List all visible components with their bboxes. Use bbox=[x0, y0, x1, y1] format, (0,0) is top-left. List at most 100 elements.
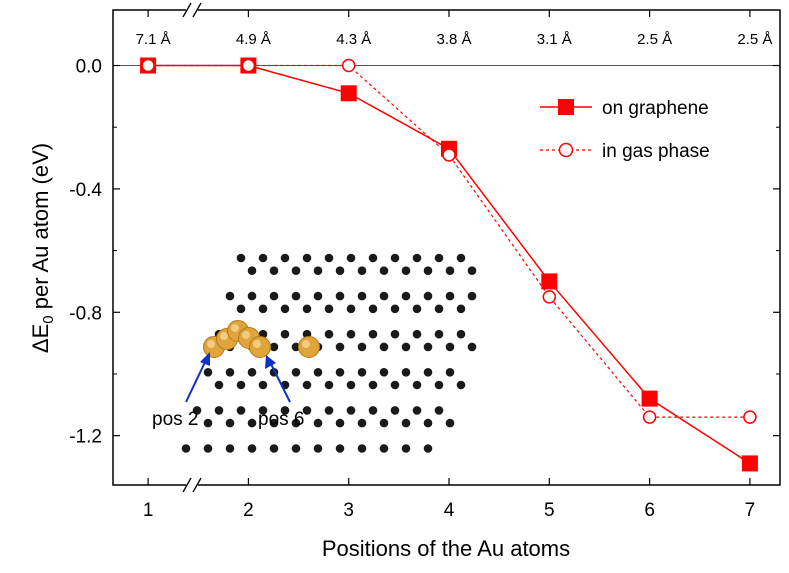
y-tick-label: -1.2 bbox=[69, 427, 102, 448]
carbon-atom bbox=[324, 304, 334, 314]
carbon-atom bbox=[269, 291, 279, 301]
point-in-gas-phase bbox=[743, 410, 757, 424]
top-axis-label: 3.8 Å bbox=[436, 31, 471, 48]
carbon-atom bbox=[434, 406, 444, 415]
carbon-atom bbox=[302, 380, 312, 390]
carbon-atom bbox=[456, 329, 466, 339]
top-axis-label: 3.1 Å bbox=[537, 31, 572, 48]
carbon-atom bbox=[357, 342, 367, 352]
point-in-gas-phase bbox=[141, 58, 155, 73]
carbon-atom bbox=[456, 253, 466, 263]
carbon-atom bbox=[412, 329, 422, 339]
carbon-atom bbox=[258, 380, 268, 390]
carbon-atom bbox=[357, 291, 367, 301]
carbon-atom bbox=[423, 291, 433, 301]
carbon-atom bbox=[335, 266, 345, 276]
plot-frame bbox=[112, 9, 781, 486]
carbon-atom bbox=[423, 368, 433, 377]
carbon-atom bbox=[357, 266, 367, 276]
carbon-atom bbox=[269, 444, 279, 453]
carbon-atom bbox=[280, 253, 290, 263]
y-axis-title-rest: per Au atom (eV) bbox=[28, 143, 53, 315]
carbon-atom bbox=[357, 444, 367, 453]
legend-marker-in-gas-phase bbox=[558, 142, 574, 158]
carbon-atom bbox=[467, 342, 477, 352]
carbon-atom bbox=[368, 253, 378, 263]
au-atom-highlight bbox=[207, 340, 215, 348]
carbon-atom bbox=[192, 406, 202, 415]
carbon-atom bbox=[247, 368, 257, 377]
carbon-atom bbox=[368, 380, 378, 390]
point-on-graphene bbox=[641, 390, 658, 407]
carbon-atom bbox=[225, 291, 235, 301]
carbon-atom bbox=[302, 406, 312, 415]
y-axis-title-main: ΔE bbox=[28, 324, 53, 353]
carbon-atom bbox=[390, 406, 400, 415]
carbon-atom bbox=[324, 380, 334, 390]
point-in-gas-phase bbox=[442, 148, 456, 162]
carbon-atom bbox=[434, 380, 444, 390]
x-tick-label: 4 bbox=[444, 500, 455, 521]
point-in-gas-phase bbox=[341, 58, 356, 73]
inset-graphene-lattice bbox=[181, 253, 477, 453]
carbon-atom bbox=[313, 291, 323, 301]
carbon-atom bbox=[456, 380, 466, 390]
carbon-atom bbox=[379, 418, 389, 428]
carbon-atom bbox=[335, 418, 345, 428]
top-axis-break-icon bbox=[182, 2, 202, 18]
carbon-atom bbox=[258, 406, 268, 415]
carbon-atom bbox=[379, 291, 389, 301]
carbon-atom bbox=[313, 368, 323, 377]
carbon-atom bbox=[258, 253, 268, 263]
x-tick-label: 3 bbox=[343, 500, 354, 521]
carbon-atom bbox=[346, 406, 356, 415]
carbon-atom bbox=[401, 444, 411, 453]
carbon-atom bbox=[291, 266, 301, 276]
carbon-atom bbox=[368, 329, 378, 339]
carbon-atom bbox=[236, 253, 246, 263]
point-on-graphene bbox=[741, 455, 758, 472]
carbon-atom bbox=[313, 418, 323, 428]
carbon-atom bbox=[225, 418, 235, 428]
y-tick-label: -0.8 bbox=[69, 303, 102, 324]
carbon-atom bbox=[434, 304, 444, 314]
carbon-atom bbox=[412, 253, 422, 263]
carbon-atom bbox=[291, 291, 301, 301]
carbon-atom bbox=[346, 329, 356, 339]
series-layer bbox=[140, 57, 758, 472]
carbon-atom bbox=[467, 291, 477, 301]
carbon-atom bbox=[313, 266, 323, 276]
au-atom-highlight bbox=[242, 331, 250, 339]
carbon-atom bbox=[379, 342, 389, 352]
legend: on graphene in gas phase bbox=[540, 98, 710, 162]
carbon-atom bbox=[445, 342, 455, 352]
carbon-atom bbox=[412, 380, 422, 390]
carbon-atom bbox=[456, 304, 466, 314]
carbon-atom bbox=[181, 444, 191, 453]
au-atom-highlight bbox=[253, 340, 261, 348]
carbon-atom bbox=[302, 253, 312, 263]
carbon-atom bbox=[423, 444, 433, 453]
y-axis-title: ΔE0 per Au atom (eV) bbox=[28, 143, 57, 353]
carbon-atom bbox=[346, 380, 356, 390]
y-tick-label: -0.4 bbox=[69, 180, 102, 201]
series-line-on-graphene bbox=[148, 64, 751, 465]
carbon-atom bbox=[291, 444, 301, 453]
carbon-atom bbox=[379, 444, 389, 453]
point-on-graphene bbox=[340, 85, 357, 102]
carbon-atom bbox=[335, 342, 345, 352]
carbon-atom bbox=[346, 304, 356, 314]
x-tick-label: 5 bbox=[544, 500, 555, 521]
top-axis-label: 7.1 Å bbox=[136, 31, 171, 48]
top-axis-label: 2.5 Å bbox=[637, 31, 672, 48]
carbon-atom bbox=[401, 291, 411, 301]
point-in-gas-phase bbox=[241, 58, 256, 73]
carbon-atom bbox=[269, 418, 279, 428]
carbon-atom bbox=[368, 304, 378, 314]
au-atom bbox=[249, 336, 271, 358]
carbon-atom bbox=[379, 266, 389, 276]
labels-layer: 1 7.1 Å 2 4.9 Å 3 4.3 Å 4 3.8 Å 5 3.1 Å 6 2.5 Å 7 2.5… bbox=[69, 31, 772, 521]
carbon-atom bbox=[401, 418, 411, 428]
au-atom bbox=[298, 336, 320, 358]
